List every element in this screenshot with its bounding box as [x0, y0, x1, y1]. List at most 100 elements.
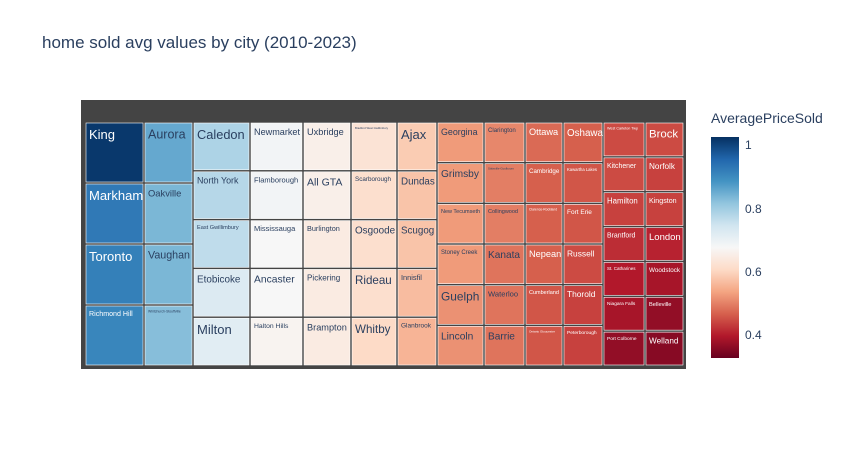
colorbar	[711, 137, 739, 358]
tile-etobicoke[interactable]: Etobicoke	[193, 269, 250, 317]
tile-west-carleton-twp[interactable]: West Carleton Twp	[603, 122, 645, 157]
tile-label: Port Colborne	[607, 336, 637, 342]
tile-waterloo[interactable]: Waterloo	[484, 285, 525, 325]
tile-east-gwillimbury[interactable]: East Gwillimbury	[193, 220, 250, 268]
tile-cambridge[interactable]: Cambridge	[525, 163, 563, 203]
tile-label: Newmarket	[254, 127, 300, 137]
tile-st-catharines[interactable]: St. Catharines	[603, 262, 645, 296]
tile-collingwood[interactable]: Collingwood	[484, 204, 525, 244]
tile-clarington[interactable]: Clarington	[484, 122, 525, 162]
tile-whitby[interactable]: Whitby	[351, 317, 397, 366]
tile-label: Barrie	[488, 331, 515, 342]
tile-label: Markham	[89, 188, 143, 203]
tile-whitchurch-stouffville[interactable]: Whitchurch-Stouffville	[144, 305, 193, 366]
tile-label: Innisfil	[401, 273, 422, 282]
tile-fort-erie[interactable]: Fort Erie	[563, 204, 603, 244]
tile-ajax[interactable]: Ajax	[397, 122, 437, 171]
tile-north-york[interactable]: North York	[193, 171, 250, 219]
tile-brampton[interactable]: Brampton	[303, 317, 351, 366]
tile-label: Kawartha Lakes	[567, 167, 597, 172]
tile-label: King	[89, 127, 115, 142]
tile-uxbridge[interactable]: Uxbridge	[303, 122, 351, 171]
tile-georgina[interactable]: Georgina	[437, 122, 484, 162]
tile-label: Cumberland	[529, 290, 559, 296]
tile-label: Norfolk	[649, 162, 676, 171]
tile-milton[interactable]: Milton	[193, 317, 250, 366]
tile-glanbrook[interactable]: Glanbrook	[397, 317, 437, 366]
tile-kingston[interactable]: Kingston	[645, 192, 684, 226]
tile-label: Ottawa	[529, 127, 559, 137]
tile-stoney-creek[interactable]: Stoney Creek	[437, 244, 484, 284]
tile-richmond-hill[interactable]: Richmond Hill	[85, 305, 144, 366]
tile-innisfil[interactable]: Innisfil	[397, 269, 437, 317]
tile-label: Etobicoke	[197, 274, 241, 285]
tile-label: Kingston	[649, 197, 677, 205]
tile-new-tecumseth[interactable]: New Tecumseth	[437, 204, 484, 244]
tile-halton-hills[interactable]: Halton Hills	[250, 317, 303, 366]
tile-guelph[interactable]: Guelph	[437, 285, 484, 325]
tile-peterborough[interactable]: Peterborough	[563, 326, 603, 366]
tile-aurora[interactable]: Aurora	[144, 122, 193, 183]
tile-label: Burlington	[307, 224, 340, 233]
tile-newmarket[interactable]: Newmarket	[250, 122, 303, 171]
tile-oshawa[interactable]: Oshawa	[563, 122, 603, 162]
tile-brantford[interactable]: Brantford	[603, 227, 645, 261]
tile-brock[interactable]: Brock	[645, 122, 684, 157]
tile-lincoln[interactable]: Lincoln	[437, 326, 484, 366]
tile-ontario-gloucester[interactable]: Ontario Gloucester	[525, 326, 563, 366]
tile-nepean[interactable]: Nepean	[525, 244, 563, 284]
tile-grimsby[interactable]: Grimsby	[437, 163, 484, 203]
tile-mississauga[interactable]: Mississauga	[250, 220, 303, 268]
tile-label: Waterloo	[488, 289, 518, 298]
tile-label: Stittsville-Goulbourn	[488, 167, 514, 171]
tile-niagara-falls[interactable]: Niagara Falls	[603, 296, 645, 331]
tile-ancaster[interactable]: Ancaster	[250, 269, 303, 317]
tile-oakville[interactable]: Oakville	[144, 183, 193, 244]
tile-scarborough[interactable]: Scarborough	[351, 171, 397, 219]
tile-label: Bradford West Gwillimbury	[355, 126, 389, 130]
tile-king[interactable]: King	[85, 122, 144, 183]
tile-vaughan[interactable]: Vaughan	[144, 244, 193, 305]
tile-label: Hamilton	[607, 197, 638, 206]
tile-welland[interactable]: Welland	[645, 331, 684, 366]
tile-label: East Gwillimbury	[197, 225, 239, 231]
tile-markham[interactable]: Markham	[85, 183, 144, 244]
tile-scugog[interactable]: Scugog	[397, 220, 437, 268]
tile-caledon[interactable]: Caledon	[193, 122, 250, 171]
tile-kitchener[interactable]: Kitchener	[603, 157, 645, 192]
tile-pickering[interactable]: Pickering	[303, 269, 351, 317]
tile-toronto[interactable]: Toronto	[85, 244, 144, 305]
tile-bradford-west-gwillimbury[interactable]: Bradford West Gwillimbury	[351, 122, 397, 171]
tile-label: Vaughan	[148, 250, 190, 262]
tile-woodstock[interactable]: Woodstock	[645, 262, 684, 296]
tile-dundas[interactable]: Dundas	[397, 171, 437, 219]
tile-london[interactable]: London	[645, 227, 684, 261]
tile-cumberland[interactable]: Cumberland	[525, 285, 563, 325]
tile-label: Kanata	[488, 250, 520, 261]
colorbar-tick: 0.8	[745, 201, 762, 216]
tile-russell[interactable]: Russell	[563, 244, 603, 284]
tile-hamilton[interactable]: Hamilton	[603, 192, 645, 226]
tile-kanata[interactable]: Kanata	[484, 244, 525, 284]
tile-belleville[interactable]: Belleville	[645, 296, 684, 331]
tile-label: Oakville	[148, 187, 181, 198]
tile-label: Dundas	[401, 177, 435, 188]
tile-stittsville-goulbourn[interactable]: Stittsville-Goulbourn	[484, 163, 525, 203]
tile-label: Milton	[197, 322, 232, 337]
tile-port-colborne[interactable]: Port Colborne	[603, 331, 645, 366]
tile-burlington[interactable]: Burlington	[303, 220, 351, 268]
tile-thorold[interactable]: Thorold	[563, 285, 603, 325]
tile-osgoode[interactable]: Osgoode	[351, 220, 397, 268]
tile-barrie[interactable]: Barrie	[484, 326, 525, 366]
tile-norfolk[interactable]: Norfolk	[645, 157, 684, 192]
tile-all-gta[interactable]: All GTA	[303, 171, 351, 219]
tile-label: Pickering	[307, 274, 340, 283]
tile-label: New Tecumseth	[441, 209, 480, 215]
tile-rideau[interactable]: Rideau	[351, 269, 397, 317]
tile-label: All GTA	[307, 176, 342, 188]
tile-label: Flamborough	[254, 175, 298, 184]
tile-clarence-rockland[interactable]: Clarence-Rockland	[525, 204, 563, 244]
tile-kawartha-lakes[interactable]: Kawartha Lakes	[563, 163, 603, 203]
tile-flamborough[interactable]: Flamborough	[250, 171, 303, 219]
tile-ottawa[interactable]: Ottawa	[525, 122, 563, 162]
